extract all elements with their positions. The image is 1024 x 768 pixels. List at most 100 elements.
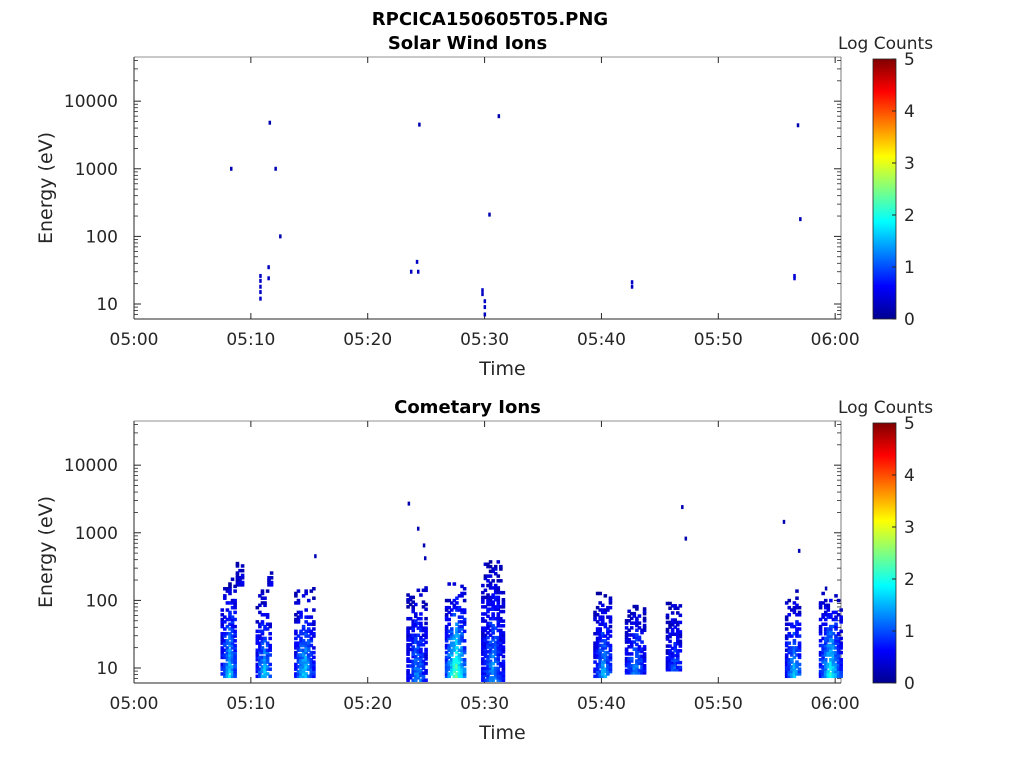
heatmap-cell <box>823 603 828 608</box>
heatmap-cell <box>408 638 413 642</box>
heatmap-cell <box>483 650 488 654</box>
heatmap-cell <box>444 674 449 679</box>
heatmap-cell <box>309 615 314 619</box>
heatmap-cell <box>223 662 227 667</box>
heatmap-cell <box>496 652 501 656</box>
heatmap-cell <box>632 668 637 673</box>
heatmap-cell <box>268 653 272 657</box>
heatmap-cell <box>839 636 843 641</box>
x-tick-label: 05:00 <box>110 330 159 350</box>
heatmap-cell <box>421 654 426 659</box>
heatmap-cell <box>421 664 426 668</box>
heatmap-cell <box>488 647 493 652</box>
heatmap-cell <box>309 667 314 671</box>
heatmap-cell <box>423 556 427 561</box>
heatmap-cell <box>496 659 501 664</box>
heatmap-cell <box>823 648 828 653</box>
heatmap-cell <box>488 569 493 574</box>
heatmap-cell <box>673 653 677 658</box>
heatmap-cell <box>797 667 802 671</box>
heatmap-cell <box>230 646 235 650</box>
heatmap-cell <box>406 633 410 638</box>
heatmap-cell <box>406 616 410 621</box>
heatmap-cell <box>603 653 608 657</box>
heatmap-cell <box>675 623 680 627</box>
heatmap-cell <box>447 648 451 653</box>
heatmap-cell <box>501 602 506 607</box>
heatmap-cell <box>593 655 597 660</box>
heatmap-cell <box>411 607 415 611</box>
heatmap-cell <box>424 588 428 593</box>
heatmap-cell <box>627 619 631 623</box>
heatmap-cell <box>268 622 272 626</box>
heatmap-cell <box>834 650 838 655</box>
heatmap-cell <box>413 678 418 682</box>
ion-burst <box>818 591 843 679</box>
heatmap-cell <box>419 650 423 654</box>
heatmap-cell <box>483 619 488 623</box>
heatmap-cell <box>452 674 457 679</box>
heatmap-cell <box>265 657 270 662</box>
heatmap-cell <box>265 665 270 669</box>
heatmap-cell <box>501 661 506 666</box>
heatmap-cell <box>263 603 267 608</box>
heatmap-cell <box>421 671 426 675</box>
heatmap-cell <box>665 658 670 663</box>
heatmap-cell <box>600 620 605 624</box>
heatmap-cell <box>670 665 675 670</box>
heatmap-cell <box>670 646 675 651</box>
heatmap-cell <box>665 651 670 655</box>
heatmap-cell <box>496 588 501 593</box>
heatmap-cell <box>296 669 301 674</box>
heatmap-cell <box>629 671 634 675</box>
heatmap-cell <box>230 617 235 622</box>
heatmap-cell <box>258 657 262 662</box>
heatmap-cell <box>223 669 227 674</box>
heatmap-cell <box>408 664 413 668</box>
heatmap-cell <box>496 661 501 666</box>
heatmap-cell <box>496 642 501 647</box>
heatmap-cell <box>460 615 464 619</box>
heatmap-cell <box>452 634 457 638</box>
heatmap-cell <box>826 634 831 638</box>
heatmap-cell <box>255 669 260 674</box>
heatmap-cell <box>627 661 631 666</box>
heatmap-cell <box>593 660 597 664</box>
heatmap-cell <box>309 657 314 662</box>
heatmap-cell <box>486 631 490 635</box>
heatmap-cell <box>603 674 608 679</box>
heatmap-cell <box>608 653 613 657</box>
heatmap-cell <box>301 641 306 645</box>
heatmap-cell <box>839 665 843 669</box>
heatmap-cell <box>421 588 426 593</box>
heatmap-cell <box>265 648 270 653</box>
heatmap-cell <box>637 621 642 625</box>
heatmap-cell <box>627 637 631 642</box>
heatmap-cell <box>598 608 602 612</box>
heatmap-cell <box>255 636 260 641</box>
heatmap-cell <box>606 636 610 641</box>
heatmap-cell <box>627 609 631 614</box>
heatmap-cell <box>309 650 314 655</box>
heatmap-cell <box>301 624 306 629</box>
ion-burst <box>481 560 506 682</box>
heatmap-cell <box>265 622 270 626</box>
heatmap-cell <box>499 628 503 633</box>
heatmap-cell <box>486 673 490 678</box>
heatmap-cell <box>419 647 423 652</box>
heatmap-cell <box>493 650 498 654</box>
heatmap-cell <box>496 605 501 609</box>
heatmap-cell <box>263 596 267 600</box>
heatmap-cell <box>784 641 789 645</box>
heatmap-cell <box>486 593 490 597</box>
heatmap-cell <box>839 643 843 648</box>
heatmap-cell <box>462 662 467 667</box>
heatmap-cell <box>795 613 799 617</box>
heatmap-cell <box>452 605 457 610</box>
heatmap-cell <box>411 595 415 600</box>
x-axis-label: Time <box>478 722 526 744</box>
heatmap-cell <box>627 663 631 668</box>
heatmap-cell <box>821 622 825 626</box>
heatmap-cell <box>416 669 421 673</box>
